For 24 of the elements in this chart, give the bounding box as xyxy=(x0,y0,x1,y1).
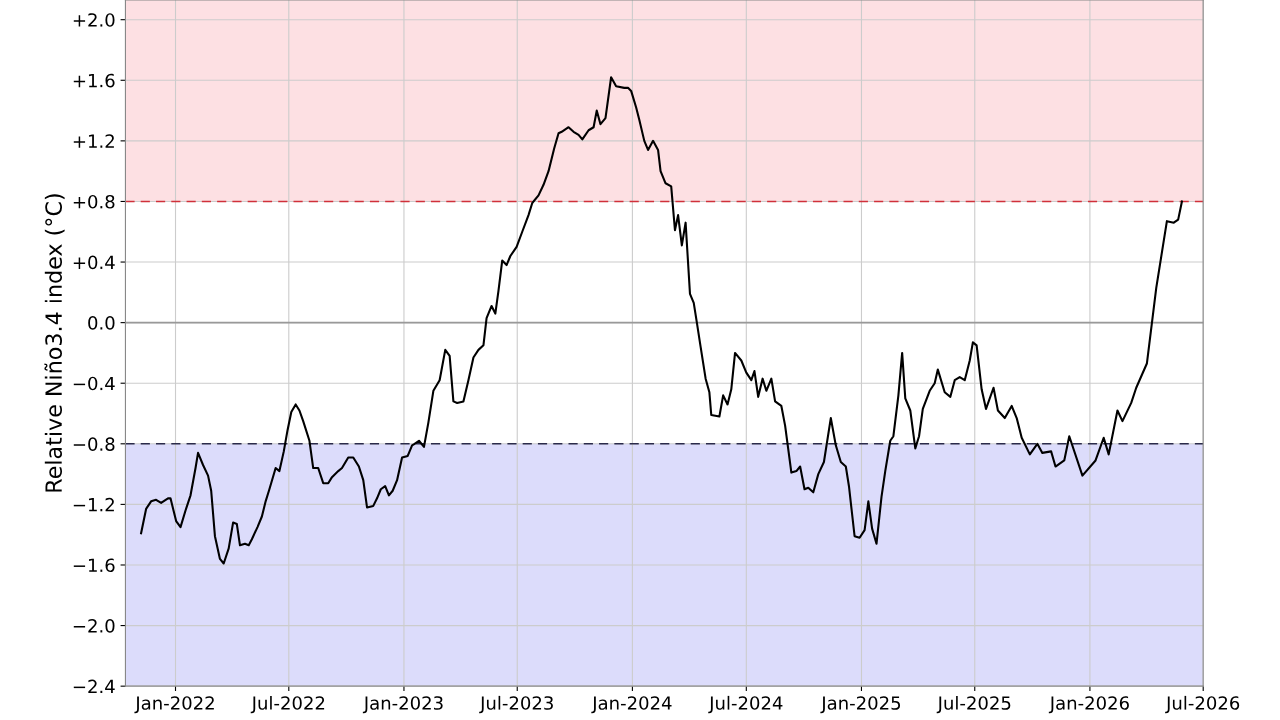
x-tick-label: Jan-2023 xyxy=(362,696,443,714)
x-tick-label: Jul-2024 xyxy=(708,695,783,714)
y-tick-label: −2.0 xyxy=(73,619,115,633)
y-axis-title: Relative Niño3.4 index (°C) xyxy=(44,194,65,492)
line-series xyxy=(140,76,1183,565)
x-tick-label: Jul-2023 xyxy=(479,695,553,714)
y-tick-label: +0.4 xyxy=(73,255,115,270)
y-tick-label: 0.0 xyxy=(88,316,115,330)
x-tick-label: Jan-2025 xyxy=(820,696,901,714)
x-tick-label: Jul-2025 xyxy=(936,695,1011,714)
x-tick-label: Jul-2022 xyxy=(250,695,325,714)
x-tick-label: Jul-2026 xyxy=(1165,695,1240,714)
x-tick-label: Jan-2024 xyxy=(591,696,672,714)
y-tick-label: +1.2 xyxy=(73,134,114,148)
y-tick-label: −2.4 xyxy=(73,679,115,694)
y-tick-label: +0.8 xyxy=(73,194,115,209)
y-tick-label: +2.0 xyxy=(73,13,115,27)
x-tick-label: Jan-2026 xyxy=(1048,696,1129,714)
y-tick-label: +1.6 xyxy=(73,73,115,88)
y-tick-label: −0.8 xyxy=(73,437,115,451)
y-tick-label: −0.4 xyxy=(73,376,115,391)
x-tick-label: Jan-2022 xyxy=(134,696,214,714)
y-tick-label: −1.6 xyxy=(73,558,115,573)
y-tick-label: −1.2 xyxy=(73,497,114,512)
